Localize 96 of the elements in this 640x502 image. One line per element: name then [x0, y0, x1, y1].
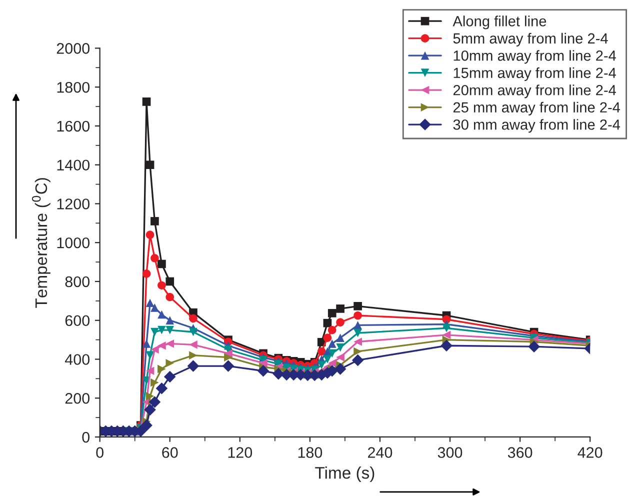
point — [224, 353, 232, 362]
point — [150, 304, 159, 312]
point — [166, 277, 174, 286]
y-tick-label: 800 — [65, 276, 90, 288]
point — [336, 304, 344, 313]
point — [146, 298, 154, 308]
x-tick-label: 180 — [298, 447, 322, 458]
point — [354, 338, 362, 346]
point — [150, 254, 159, 262]
y-tick-label: 0 — [82, 432, 90, 443]
point — [257, 365, 270, 377]
x-tick-label: 300 — [438, 447, 462, 458]
point — [334, 363, 346, 375]
y-axis-title: Temperature ($^{0}$C) — [32, 178, 50, 308]
x-tick-label: 60 — [162, 447, 178, 458]
point — [150, 378, 159, 387]
y-tick-label: 1000 — [57, 237, 90, 248]
x-tick-label: 120 — [228, 447, 252, 458]
point — [146, 230, 154, 239]
point — [354, 321, 362, 330]
legend-label: 20mm away from line 2-4 — [453, 84, 616, 98]
point — [189, 340, 198, 349]
point — [328, 326, 336, 334]
point — [328, 340, 336, 348]
y-tick-label: 1600 — [57, 120, 90, 132]
y-tick-label: 200 — [65, 392, 90, 404]
y-tick-label: 600 — [65, 315, 90, 326]
point — [336, 334, 344, 342]
point — [323, 318, 332, 328]
point — [187, 360, 200, 372]
point — [189, 314, 198, 323]
point — [166, 340, 174, 348]
point — [146, 351, 154, 360]
y-tick-label: 400 — [64, 354, 90, 365]
point — [148, 396, 161, 408]
x-tick-label: 240 — [368, 447, 392, 458]
x-tick-label: 0 — [96, 447, 104, 458]
point — [222, 360, 234, 372]
point — [354, 328, 362, 338]
legend-label: 25 mm away from line 2-4 — [453, 102, 620, 116]
point — [528, 340, 540, 352]
point — [336, 318, 344, 326]
y-tick-label: 1800 — [57, 82, 90, 93]
point — [442, 324, 451, 332]
point — [189, 351, 198, 360]
point — [224, 349, 232, 358]
legend-label: 10mm away from line 2-4 — [454, 50, 616, 64]
y-tick-label: 2000 — [56, 43, 90, 54]
legend-label: 15mm away from line 2-4 — [454, 67, 616, 81]
x-axis-title: Time (s) — [315, 466, 374, 482]
point — [156, 382, 168, 394]
point — [150, 345, 159, 354]
point — [166, 316, 174, 325]
legend-label: 30 mm away from line 2-4 — [453, 119, 620, 133]
point — [354, 311, 362, 320]
x-tick-label: 420 — [578, 447, 602, 458]
x-tick-label: 360 — [508, 447, 532, 458]
point — [317, 347, 326, 356]
point — [146, 392, 154, 400]
point — [166, 358, 174, 368]
point — [323, 355, 332, 364]
point — [189, 328, 198, 336]
point — [317, 360, 326, 370]
point — [158, 310, 166, 319]
point — [142, 270, 151, 278]
point — [328, 358, 336, 368]
point — [442, 330, 451, 340]
point — [158, 364, 166, 374]
point — [354, 302, 362, 310]
point — [142, 340, 151, 348]
point — [440, 340, 452, 352]
y-tick-label: 1200 — [57, 198, 90, 210]
point — [323, 334, 332, 342]
point — [336, 353, 344, 362]
point — [352, 354, 364, 366]
point — [164, 370, 176, 383]
point — [158, 281, 166, 290]
point — [158, 326, 166, 334]
point — [336, 343, 344, 352]
point — [158, 341, 166, 350]
point — [328, 349, 336, 358]
point — [146, 160, 154, 169]
point — [140, 419, 152, 432]
point — [166, 292, 174, 302]
y-tick-label: 1400 — [57, 160, 90, 171]
point — [142, 97, 151, 106]
point — [144, 404, 156, 416]
point — [150, 328, 159, 336]
point — [354, 347, 362, 356]
point — [146, 366, 154, 376]
point — [158, 260, 166, 268]
point — [328, 308, 336, 318]
legend-label: Along fillet line — [452, 16, 546, 30]
legend-label: 5mm away from line 2-4 — [453, 32, 608, 46]
point — [166, 326, 174, 334]
point — [150, 217, 159, 226]
